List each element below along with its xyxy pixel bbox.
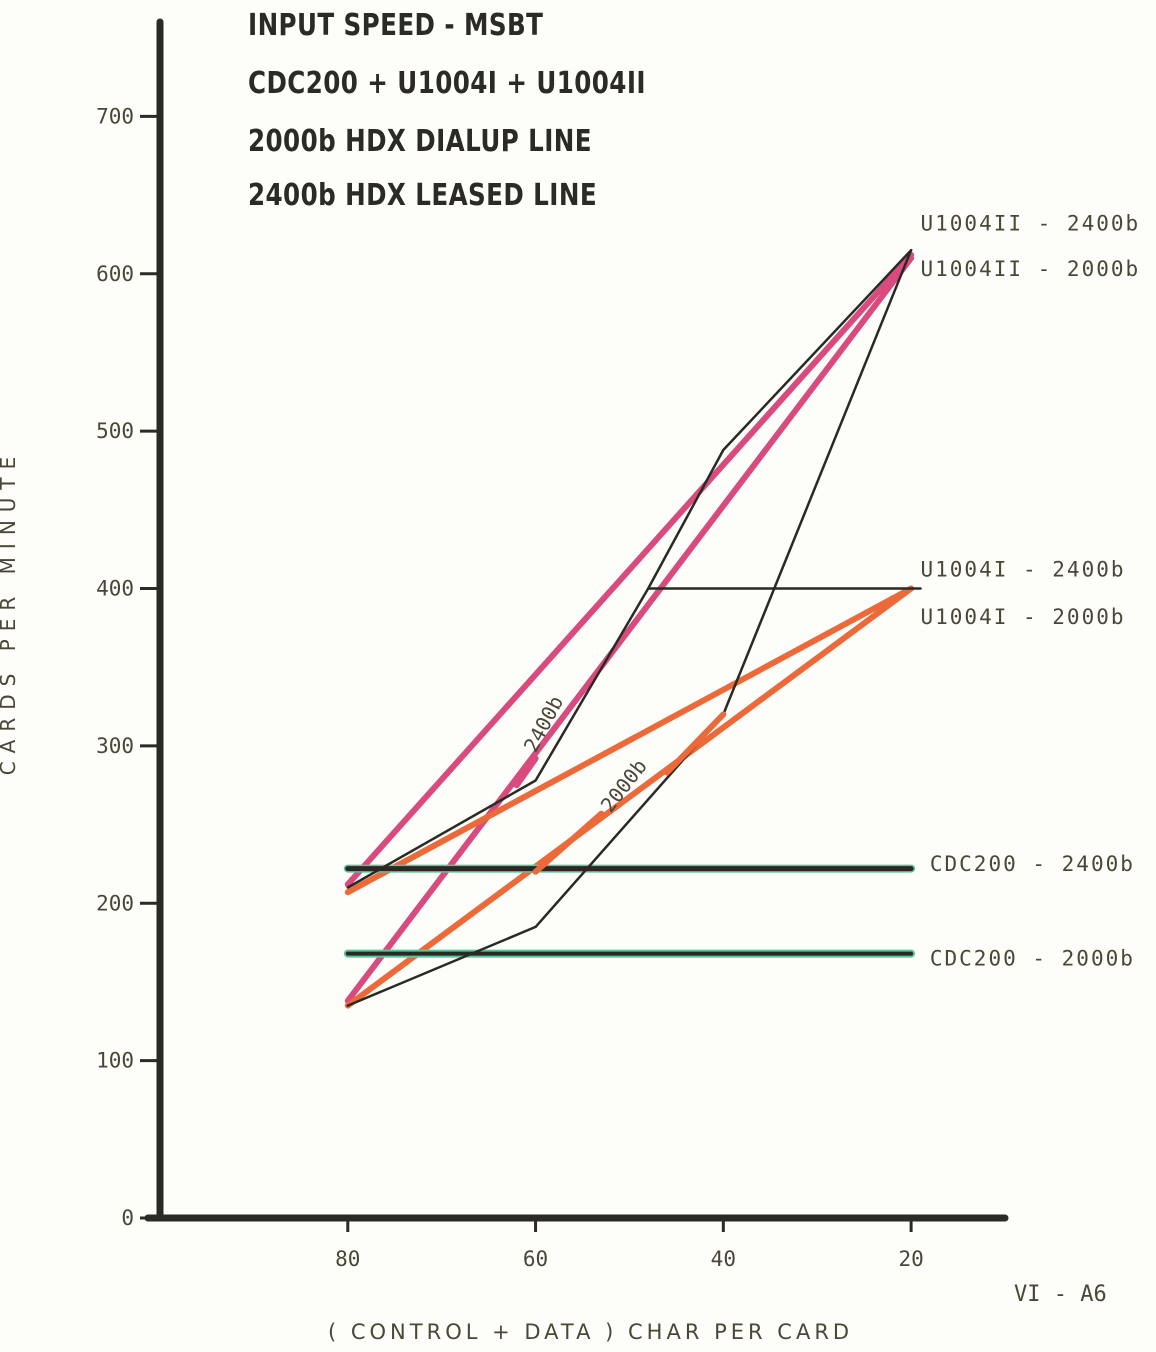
y-tick-label-300: 300: [96, 734, 134, 758]
end-label-0: U1004II - 2400b: [921, 211, 1141, 235]
series-overlay-11: [513, 755, 539, 789]
series-overlay-12: [532, 810, 605, 875]
chart-title-line-2: CDC200 + U1004I + U1004II: [248, 66, 646, 101]
series-u1004i-2000b: [344, 585, 915, 1009]
end-label-5: CDC200 - 2000b: [930, 946, 1135, 970]
chart-title-line-4: 2400b HDX LEASED LINE: [248, 178, 598, 213]
series-overlay-13: [664, 711, 727, 776]
y-axis-label: CARDS PER MINUTE: [0, 448, 20, 776]
x-tick-label-60: 60: [523, 1247, 548, 1271]
y-tick-label-400: 400: [96, 577, 134, 601]
y-tick-label-200: 200: [96, 891, 134, 915]
page-id: VI - A6: [1014, 1282, 1107, 1307]
chart-title-line-1: INPUT SPEED - MSBT: [248, 8, 544, 43]
series-u1004ii-2400b: [344, 251, 915, 888]
end-label-4: CDC200 - 2400b: [930, 852, 1135, 876]
series-overlay-8: [346, 248, 913, 1007]
end-label-3: U1004I - 2000b: [921, 605, 1126, 629]
end-label-1: U1004II - 2000b: [921, 257, 1141, 281]
end-label-2: U1004I - 2400b: [921, 558, 1126, 582]
x-tick-label-20: 20: [898, 1247, 923, 1271]
axes: 0 100 200 300 400 500 600 700 80 60 40 20: [96, 18, 1009, 1271]
series-u1004i-2400b: [344, 585, 915, 896]
y-tick-label-600: 600: [96, 262, 134, 286]
x-tick-label-80: 80: [335, 1247, 360, 1271]
y-tick-label-500: 500: [96, 419, 134, 443]
y-tick-label-0: 0: [121, 1206, 134, 1230]
y-tick-label-700: 700: [96, 104, 134, 128]
x-axis-label: ( CONTROL + DATA ) CHAR PER CARD: [328, 1320, 854, 1344]
x-tick-label-40: 40: [711, 1247, 736, 1271]
y-tick-label-100: 100: [96, 1049, 134, 1073]
series-group: [343, 248, 922, 1009]
series-u1004ii-2000b: [344, 255, 915, 1004]
chart-title-line-3: 2000b HDX DIALUP LINE: [248, 124, 592, 159]
